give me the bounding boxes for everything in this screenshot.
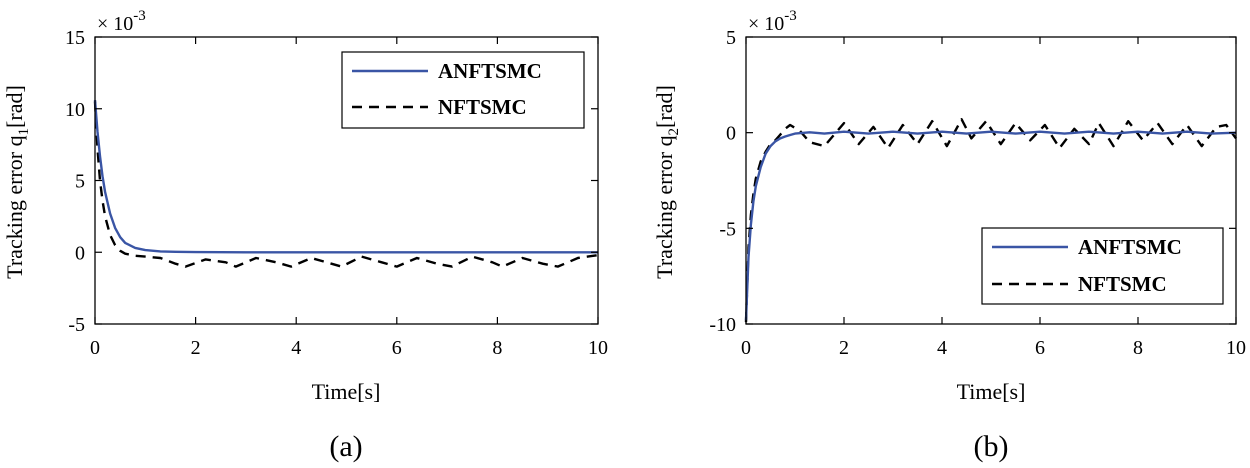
x-tick-label: 0 (90, 337, 100, 359)
x-tick-label: 0 (741, 337, 751, 359)
series-line-nftsmc (744, 118, 1237, 323)
y-axis-label: Tracking error q2[rad] (652, 85, 682, 279)
axes-frame (745, 36, 1237, 325)
x-tick-label: 6 (392, 337, 402, 359)
y-multiplier: × 10-3 (748, 8, 797, 35)
legend-label-anftsmc: ANFTSMC (438, 59, 542, 83)
legend-box (341, 51, 585, 129)
legend-label-nftsmc: NFTSMC (438, 95, 527, 119)
y-tick-label: -5 (719, 218, 736, 240)
y-tick-label: 5 (75, 171, 85, 193)
legend-box (981, 227, 1224, 305)
x-axis-label: Time[s] (312, 379, 381, 404)
svg-text:Tracking error q1[rad]: Tracking error q1[rad] (2, 85, 32, 279)
legend: ANFTSMC NFTSMC (341, 51, 585, 129)
x-tick-label: 10 (588, 337, 608, 359)
plot-area (744, 118, 1237, 323)
plot-area (93, 100, 599, 268)
y-tick-label: 0 (75, 242, 85, 264)
legend-label-anftsmc: ANFTSMC (1078, 235, 1182, 259)
y-tick-label: -10 (709, 314, 736, 336)
y-multiplier: × 10-3 (97, 8, 146, 35)
x-tick-label: 8 (1133, 337, 1143, 359)
y-tick-label: -5 (68, 314, 85, 336)
panel-caption: (b) (974, 430, 1009, 463)
x-tick-label: 10 (1226, 337, 1246, 359)
svg-text:Tracking error q2[rad]: Tracking error q2[rad] (652, 85, 682, 279)
y-axis-label: Tracking error q1[rad] (2, 85, 32, 279)
x-tick-label: 2 (191, 337, 201, 359)
x-tick-label: 8 (492, 337, 502, 359)
ticks: 0 2 4 6 8 10 -10 -5 0 5 (709, 27, 1246, 359)
x-tick-label: 4 (291, 337, 301, 359)
series-line-anftsmc (744, 130, 1237, 321)
x-tick-label: 6 (1035, 337, 1045, 359)
panel-caption: (a) (329, 430, 362, 463)
x-axis-label: Time[s] (957, 379, 1026, 404)
series-line-anftsmc (93, 100, 598, 254)
chart-panel-b: 0 2 4 6 8 10 -10 -5 0 5 Tracking error q2[rad] Ti… (652, 8, 1246, 463)
x-tick-label: 4 (937, 337, 947, 359)
y-tick-label: 10 (65, 99, 85, 121)
legend: ANFTSMC NFTSMC (981, 227, 1224, 305)
legend-label-nftsmc: NFTSMC (1078, 272, 1167, 296)
y-tick-label: 0 (726, 123, 736, 145)
series-line-nftsmc (93, 101, 599, 268)
y-tick-label: 5 (726, 27, 736, 49)
y-tick-label: 15 (65, 27, 85, 49)
x-tick-label: 2 (839, 337, 849, 359)
